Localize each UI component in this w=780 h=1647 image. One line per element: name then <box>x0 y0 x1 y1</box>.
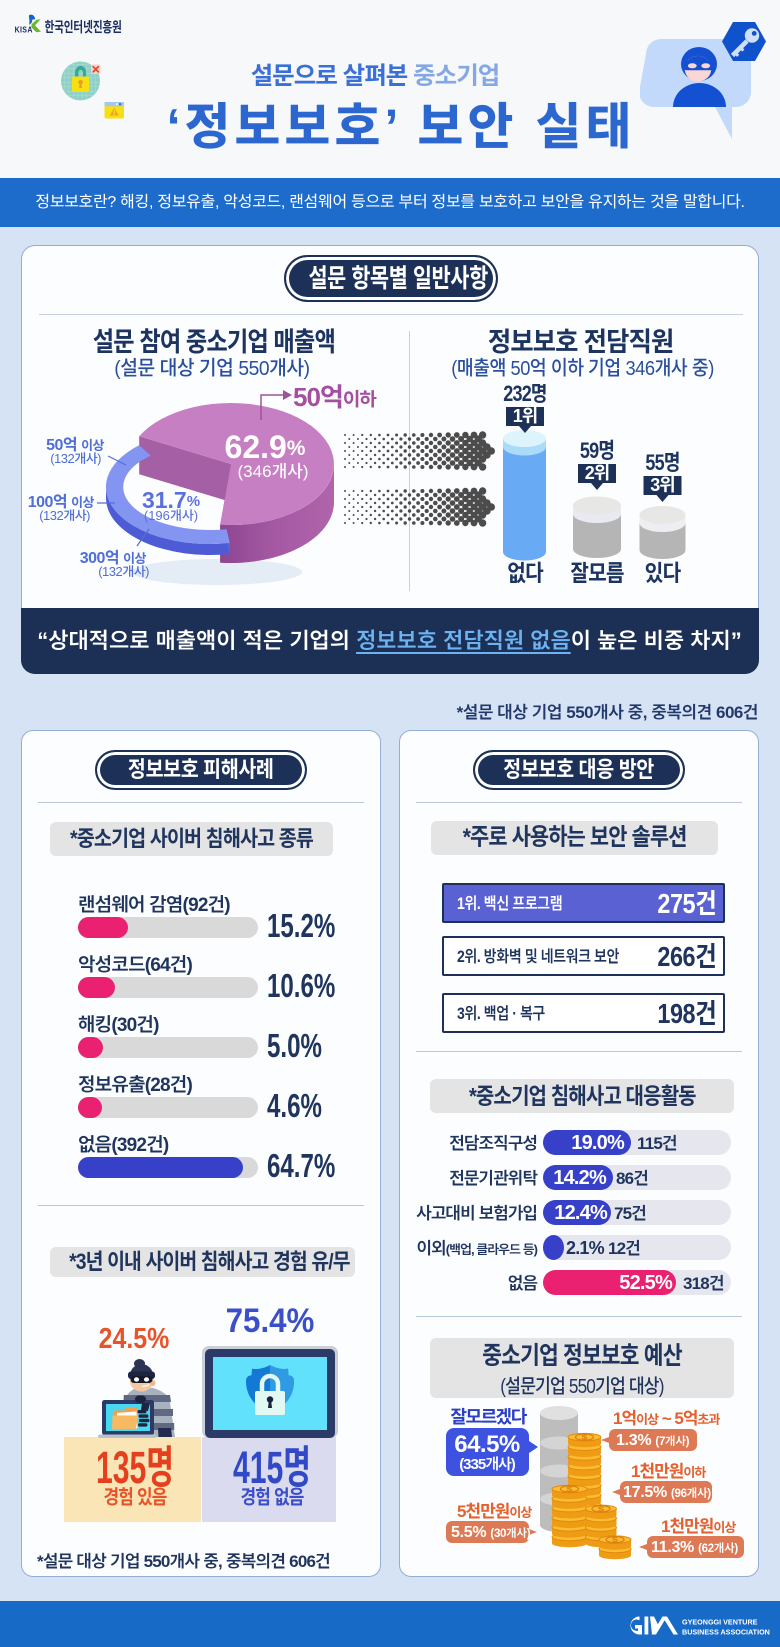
svg-text:1.3% (7개사): 1.3% (7개사) <box>616 1432 690 1449</box>
svg-text:경험 없음: 경험 없음 <box>241 1486 305 1509</box>
svg-text:75건: 75건 <box>614 1204 646 1223</box>
svg-text:1억이상 ~ 5억초과: 1억이상 ~ 5억초과 <box>613 1409 720 1428</box>
svg-text:잘모름: 잘모름 <box>570 560 624 584</box>
svg-text:랜섬웨어 감염(92건): 랜섬웨어 감염(92건) <box>78 894 230 916</box>
svg-text:정보유출(28건): 정보유출(28건) <box>78 1074 192 1096</box>
svg-text:300억 이상: 300억 이상 <box>80 549 147 567</box>
svg-text:12.4%: 12.4% <box>554 1202 608 1224</box>
svg-text:사고대비 보험가입: 사고대비 보험가입 <box>416 1204 537 1223</box>
svg-text:55명: 55명 <box>645 451 679 475</box>
svg-text:64.7%: 64.7% <box>267 1148 335 1185</box>
svg-text:24.5%: 24.5% <box>99 1322 170 1354</box>
svg-text:(132개사): (132개사) <box>98 564 149 579</box>
svg-text:없다: 없다 <box>507 560 543 584</box>
svg-text:$: $ <box>612 1536 619 1544</box>
svg-text:5.5% (30개사): 5.5% (30개사) <box>451 1524 531 1541</box>
svg-text:115건: 115건 <box>637 1134 677 1153</box>
svg-text:318건: 318건 <box>683 1274 724 1293</box>
svg-text:없음(392건): 없음(392건) <box>78 1135 169 1156</box>
svg-text:14.2%: 14.2% <box>553 1167 607 1189</box>
svg-text:한국인터넷진흥원: 한국인터넷진흥원 <box>45 19 122 36</box>
svg-text:GYEONGGI VENTURE: GYEONGGI VENTURE <box>682 1618 758 1627</box>
svg-text:있다: 있다 <box>645 560 681 584</box>
svg-text:전담조직구성: 전담조직구성 <box>449 1134 537 1153</box>
svg-text:전문기관위탁: 전문기관위탁 <box>449 1169 538 1188</box>
svg-text:64.5%: 64.5% <box>454 1431 520 1458</box>
svg-text:2.1%: 2.1% <box>566 1238 605 1258</box>
svg-text:50억 이상: 50억 이상 <box>46 436 104 454</box>
svg-text:75.4%: 75.4% <box>226 1301 315 1340</box>
svg-text:1천만원이상: 1천만원이상 <box>661 1517 736 1536</box>
svg-text:3위: 3위 <box>650 475 675 495</box>
svg-text:100억 이상: 100억 이상 <box>28 493 95 511</box>
svg-text:1천만원이하: 1천만원이하 <box>631 1462 706 1481</box>
svg-text:(346개사): (346개사) <box>238 462 309 481</box>
svg-text:4.6%: 4.6% <box>267 1088 322 1125</box>
svg-text:50억이하: 50억이하 <box>293 382 377 412</box>
svg-text:15.2%: 15.2% <box>267 908 335 945</box>
svg-text:(132개사): (132개사) <box>50 451 101 466</box>
svg-text:이외(백업, 클라우드 등): 이외(백업, 클라우드 등) <box>417 1239 538 1258</box>
svg-text:(132개사): (132개사) <box>39 508 90 523</box>
svg-text:해킹(30건): 해킹(30건) <box>78 1015 159 1036</box>
svg-text:12건: 12건 <box>608 1239 640 1258</box>
svg-text:19.0%: 19.0% <box>571 1132 625 1154</box>
svg-text:11.3% (62개사): 11.3% (62개사) <box>651 1539 738 1556</box>
svg-text:BUSINESS ASSOCIATION: BUSINESS ASSOCIATION <box>682 1628 770 1637</box>
svg-text:악성코드(64건): 악성코드(64건) <box>78 954 192 976</box>
svg-text:415명: 415명 <box>233 1443 311 1494</box>
svg-text:2위: 2위 <box>585 463 610 483</box>
svg-text:KISA: KISA <box>15 25 33 35</box>
svg-text:17.5% (96개사): 17.5% (96개사) <box>623 1484 711 1501</box>
svg-text:86건: 86건 <box>616 1169 648 1188</box>
svg-text:5.0%: 5.0% <box>267 1028 322 1065</box>
svg-text:10.6%: 10.6% <box>267 968 335 1005</box>
svg-text:1위: 1위 <box>513 406 538 426</box>
svg-text:$: $ <box>598 1505 605 1513</box>
svg-text:$: $ <box>566 1486 573 1494</box>
svg-text:$: $ <box>581 1434 588 1442</box>
svg-text:없음: 없음 <box>508 1274 538 1293</box>
svg-text:잘모르겠다: 잘모르겠다 <box>450 1407 527 1427</box>
svg-text:경험 있음: 경험 있음 <box>104 1486 168 1509</box>
svg-text:52.5%: 52.5% <box>619 1272 673 1294</box>
svg-text:135명: 135명 <box>96 1443 174 1494</box>
svg-text:232명: 232명 <box>503 384 546 406</box>
svg-text:(196개사): (196개사) <box>144 508 198 523</box>
svg-text:(335개사): (335개사) <box>459 1456 516 1473</box>
svg-text:5천만원이상: 5천만원이상 <box>457 1502 532 1521</box>
svg-text:59명: 59명 <box>580 439 614 463</box>
